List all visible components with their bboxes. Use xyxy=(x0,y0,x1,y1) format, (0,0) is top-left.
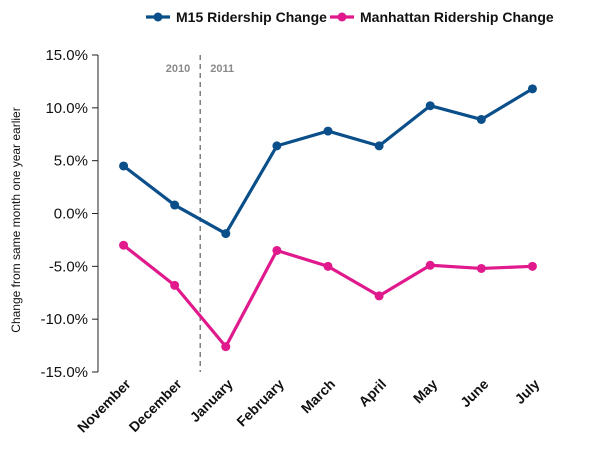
x-tick-label: July xyxy=(511,376,542,407)
y-tick-label: -15.0% xyxy=(40,364,88,381)
legend-swatch-marker xyxy=(153,12,163,22)
x-tick-label: March xyxy=(298,376,338,416)
x-tick-label: January xyxy=(187,376,236,425)
data-point-m15 xyxy=(170,200,180,210)
data-point-m15 xyxy=(221,229,231,239)
data-point-manhattan xyxy=(221,342,231,352)
y-axis-ticks: 15.0% 10.0% 5.0% 0.0% -5.0% -10.0% -15.0% xyxy=(40,47,98,381)
legend-label: Manhattan Ridership Change xyxy=(360,9,554,25)
data-point-manhattan xyxy=(374,291,384,301)
data-point-m15 xyxy=(323,126,333,136)
y-tick-label: -5.0% xyxy=(49,258,88,275)
legend-label: M15 Ridership Change xyxy=(176,9,327,25)
x-tick-label: May xyxy=(410,376,441,407)
data-point-manhattan xyxy=(272,245,282,255)
y-tick-label: 15.0% xyxy=(45,47,88,64)
data-point-m15 xyxy=(374,141,384,151)
series-line-manhattan xyxy=(122,243,533,349)
y-tick-label: 5.0% xyxy=(54,153,88,170)
y-axis-label: Change from same month one year earlier xyxy=(9,107,23,332)
data-point-m15 xyxy=(527,84,537,94)
year-divider: 2010 2011 xyxy=(166,55,234,372)
x-tick-label: June xyxy=(457,376,492,411)
data-point-manhattan xyxy=(527,261,537,271)
data-point-manhattan xyxy=(425,260,435,270)
data-point-m15 xyxy=(476,114,486,124)
data-point-m15 xyxy=(425,101,435,111)
data-point-manhattan xyxy=(170,280,180,290)
legend-swatch-marker xyxy=(337,12,347,22)
x-tick-label: February xyxy=(233,376,287,430)
x-tick-label: December xyxy=(126,375,186,435)
x-tick-label: November xyxy=(74,375,134,435)
y-tick-label: 0.0% xyxy=(54,206,88,223)
annotation-2011: 2011 xyxy=(210,63,234,75)
legend: M15 Ridership Change Manhattan Ridership … xyxy=(146,9,554,25)
x-tick-label: April xyxy=(355,376,389,410)
data-point-m15 xyxy=(119,161,129,171)
data-point-manhattan xyxy=(476,263,486,273)
series-group xyxy=(119,84,537,352)
data-point-manhattan xyxy=(323,261,333,271)
y-tick-label: 10.0% xyxy=(45,100,88,117)
series-line-m15 xyxy=(122,87,534,236)
data-point-m15 xyxy=(272,141,282,151)
y-tick-label: -10.0% xyxy=(40,311,88,328)
data-point-manhattan xyxy=(119,240,129,250)
annotation-2010: 2010 xyxy=(166,63,190,75)
